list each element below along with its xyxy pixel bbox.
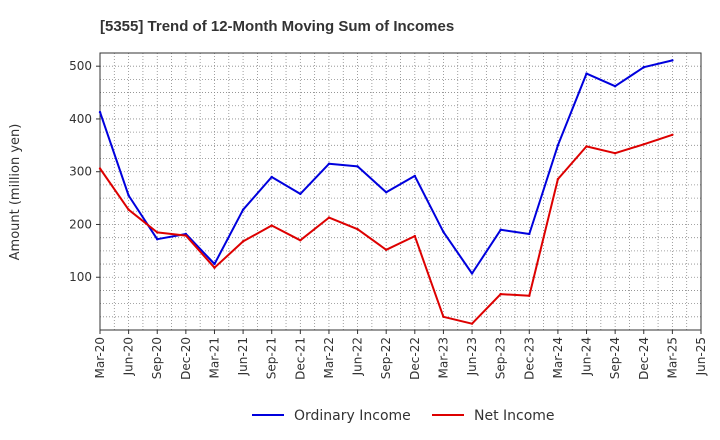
data-point bbox=[556, 177, 560, 181]
x-tick-label: Dec-22 bbox=[408, 337, 422, 380]
data-point bbox=[585, 72, 588, 75]
data-point bbox=[241, 240, 245, 243]
x-tick-label: Jun-21 bbox=[236, 337, 250, 376]
grid bbox=[100, 53, 701, 330]
series-line-net-income bbox=[99, 133, 673, 325]
data-point bbox=[213, 266, 216, 269]
y-tick-label: 300 bbox=[69, 165, 92, 179]
x-tick-label: Dec-23 bbox=[522, 337, 536, 380]
plot-frame bbox=[99, 52, 702, 331]
data-point bbox=[241, 208, 245, 211]
x-tick-label: Sep-23 bbox=[494, 337, 508, 379]
data-point bbox=[671, 59, 674, 62]
data-point bbox=[299, 192, 302, 196]
x-tick-label: Jun-23 bbox=[465, 337, 479, 376]
data-point bbox=[642, 143, 645, 146]
x-tick-label: Jun-25 bbox=[694, 337, 708, 376]
legend: Ordinary Income Net Income bbox=[252, 408, 555, 424]
data-point bbox=[98, 167, 102, 170]
data-point bbox=[299, 239, 302, 242]
data-point bbox=[356, 165, 359, 168]
y-tick-label: 500 bbox=[69, 59, 92, 73]
x-tick-label: Mar-22 bbox=[322, 337, 336, 378]
x-axis: Mar-20 Jun-20 Sep-20 Dec-20 Mar-21 Jun-21 Sep-… bbox=[93, 330, 708, 380]
y-axis-label: Amount (million yen) bbox=[8, 124, 23, 261]
data-point bbox=[356, 228, 359, 231]
y-tick-label: 100 bbox=[69, 270, 92, 284]
data-point bbox=[528, 232, 531, 236]
data-point bbox=[98, 110, 102, 114]
data-point bbox=[156, 238, 159, 241]
data-point bbox=[270, 175, 273, 179]
data-point bbox=[327, 216, 331, 219]
x-tick-label: Mar-25 bbox=[665, 337, 679, 378]
data-point bbox=[499, 292, 502, 296]
data-point bbox=[556, 144, 560, 147]
legend-label: Net Income bbox=[474, 408, 555, 424]
x-tick-label: Dec-21 bbox=[293, 337, 307, 380]
data-point bbox=[127, 194, 130, 197]
data-point bbox=[671, 133, 674, 136]
data-point bbox=[384, 248, 388, 252]
data-point bbox=[384, 191, 388, 194]
x-tick-label: Sep-20 bbox=[150, 337, 164, 379]
x-tick-label: Jun-24 bbox=[580, 337, 594, 376]
y-tick-label: 400 bbox=[69, 112, 92, 126]
chart-title: [5355] Trend of 12-Month Moving Sum of I… bbox=[100, 18, 454, 35]
x-tick-label: Sep-24 bbox=[608, 337, 622, 379]
data-point bbox=[613, 152, 617, 155]
data-point bbox=[327, 162, 331, 165]
data-point bbox=[470, 322, 474, 325]
x-tick-label: Dec-24 bbox=[637, 337, 651, 380]
data-point bbox=[499, 228, 502, 231]
data-point bbox=[156, 231, 159, 234]
x-tick-label: Jun-20 bbox=[122, 337, 136, 376]
x-tick-label: Mar-24 bbox=[551, 337, 565, 378]
data-point bbox=[528, 294, 531, 297]
legend-label: Ordinary Income bbox=[294, 408, 411, 424]
data-point bbox=[585, 145, 588, 148]
data-point bbox=[470, 272, 474, 275]
y-axis: 100 200 300 400 500 bbox=[69, 59, 100, 284]
data-point bbox=[127, 208, 130, 211]
x-tick-label: Dec-20 bbox=[179, 337, 193, 380]
series-lines bbox=[98, 59, 674, 325]
x-tick-label: Sep-22 bbox=[379, 337, 393, 379]
x-tick-label: Mar-23 bbox=[436, 337, 450, 378]
data-point bbox=[642, 66, 645, 69]
x-tick-label: Mar-20 bbox=[93, 337, 107, 378]
data-point bbox=[442, 315, 445, 319]
y-tick-label: 200 bbox=[69, 217, 92, 231]
data-point bbox=[270, 224, 273, 227]
data-point bbox=[413, 234, 417, 238]
data-point bbox=[413, 174, 417, 178]
x-tick-label: Sep-21 bbox=[265, 337, 279, 379]
data-point bbox=[213, 262, 216, 266]
x-tick-label: Jun-22 bbox=[351, 337, 365, 376]
data-point bbox=[184, 234, 188, 237]
x-tick-label: Mar-21 bbox=[207, 337, 221, 378]
data-point bbox=[613, 85, 617, 88]
data-point bbox=[442, 230, 445, 234]
